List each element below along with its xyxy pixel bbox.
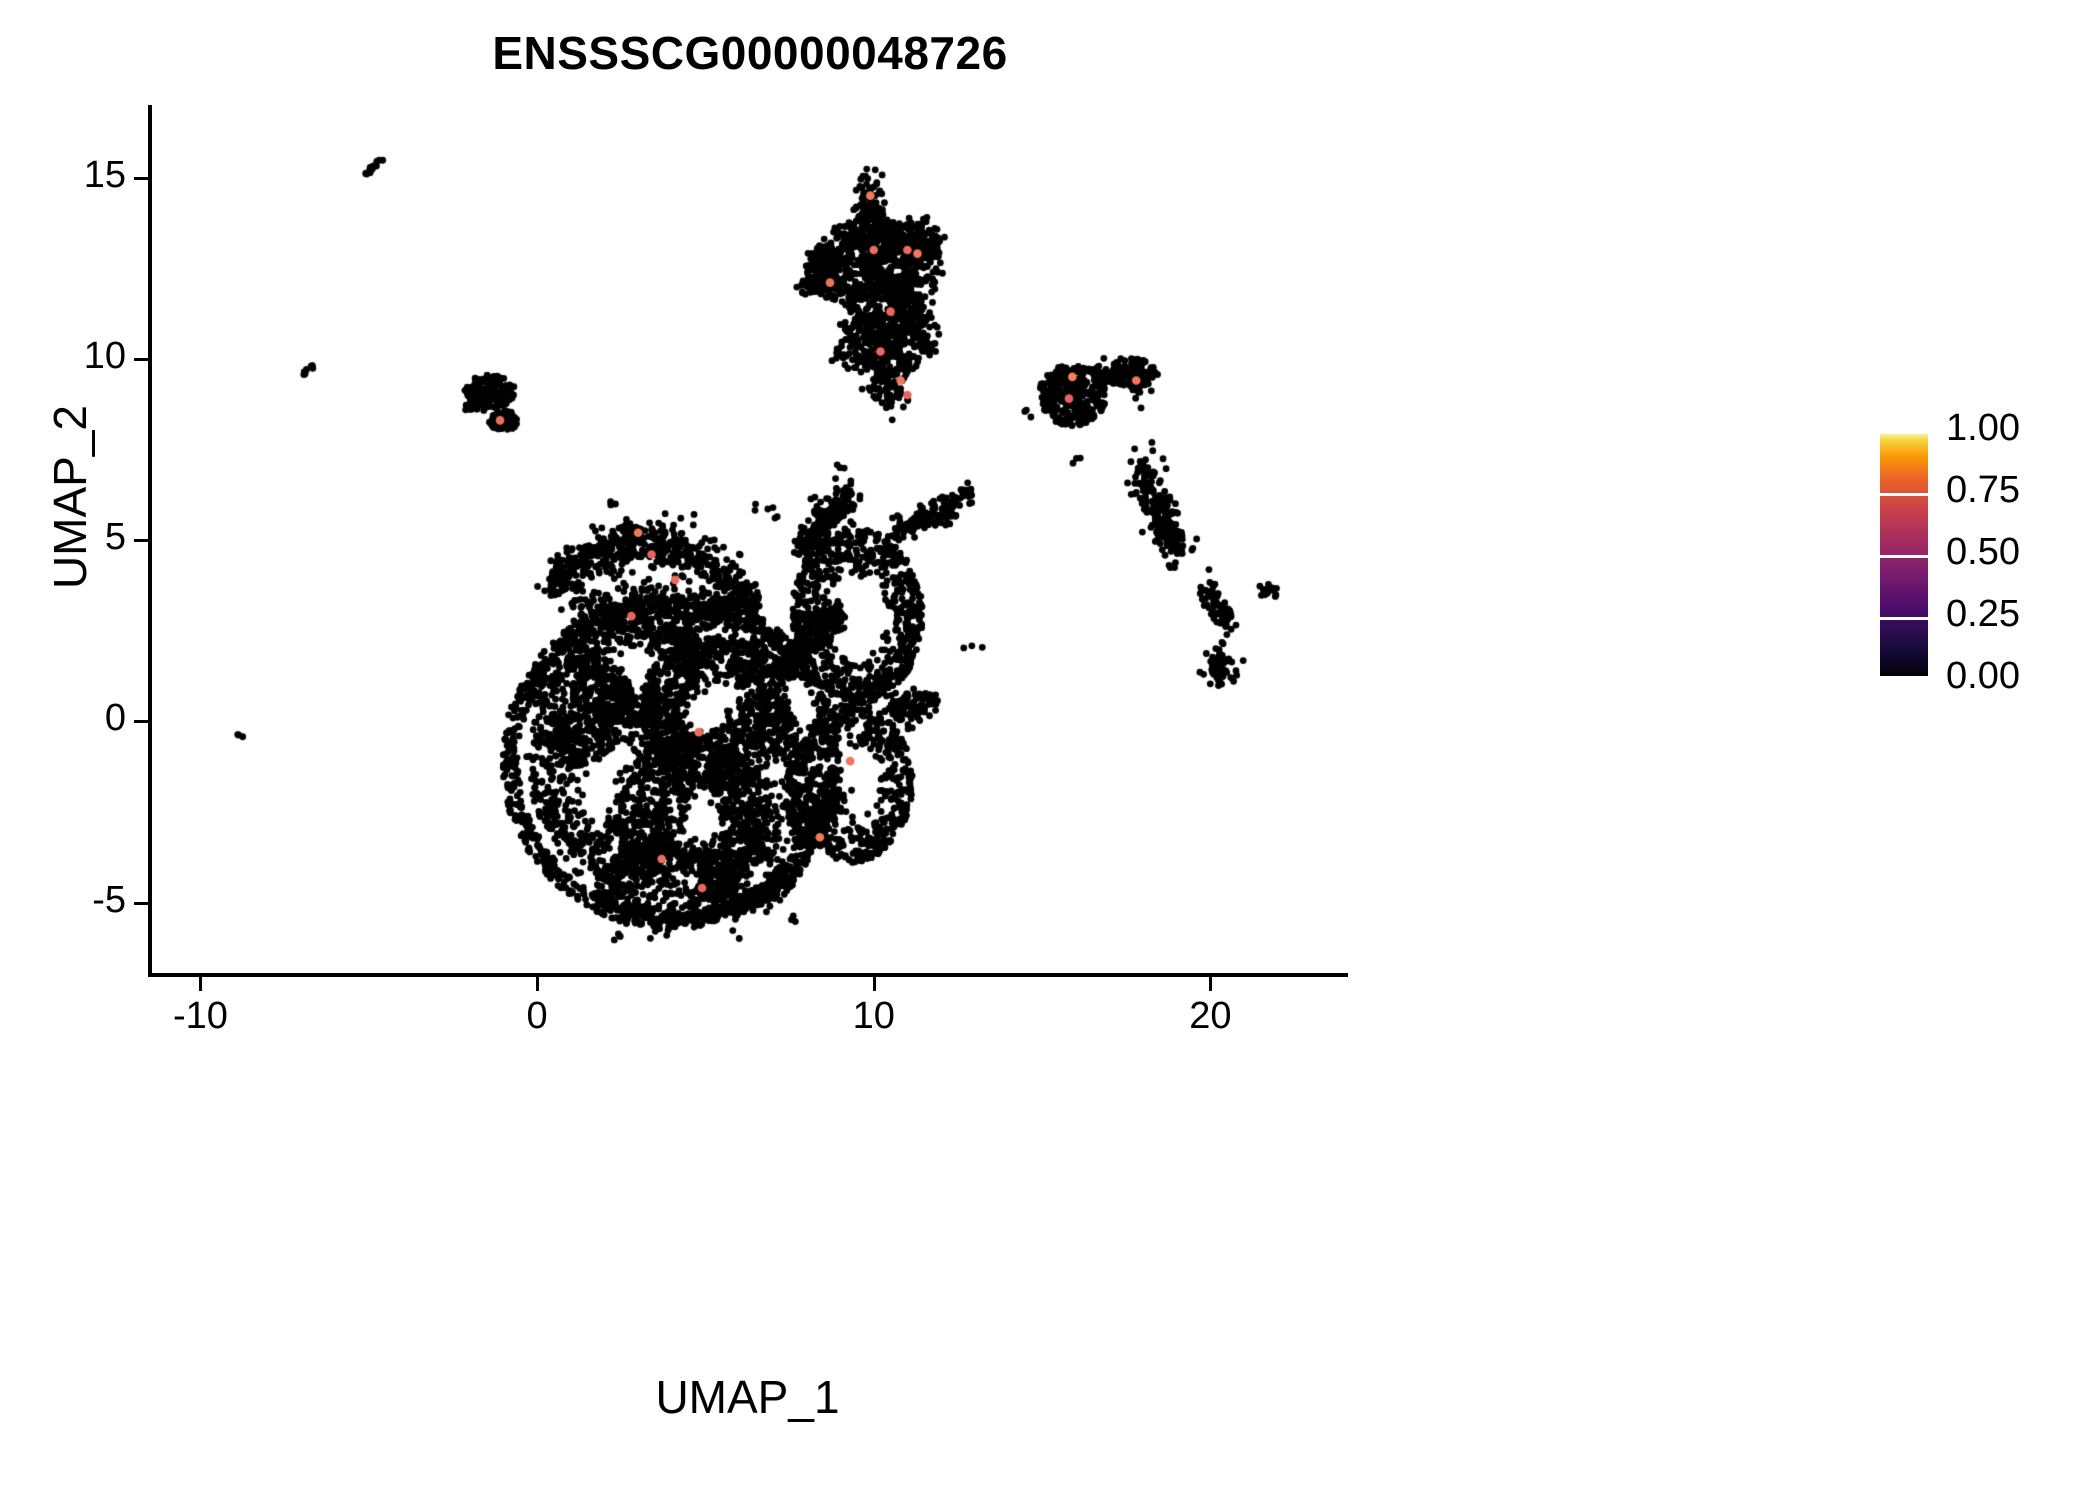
y-tick-label: 10 <box>83 334 126 377</box>
x-tick-label: 20 <box>1189 995 1232 1037</box>
y-axis-line <box>148 105 152 977</box>
colorbar-tick-mark <box>1880 676 1928 679</box>
x-tick-mark <box>872 977 876 991</box>
y-tick-mark <box>134 176 148 180</box>
colorbar-tick-label: 1.00 <box>1946 407 2020 449</box>
y-tick-label: 0 <box>104 697 126 740</box>
colorbar-tick-mark <box>1880 555 1928 558</box>
colorbar-tick-label: 0.25 <box>1946 593 2020 635</box>
scatter-canvas <box>150 105 1345 975</box>
page-title: ENSSSCG00000048726 <box>492 27 1008 79</box>
y-tick-mark <box>134 720 148 724</box>
colorbar-tick-label: 0.75 <box>1946 469 2020 511</box>
x-tick-mark <box>1209 977 1213 991</box>
color-legend: 1.00 0.75 0.50 0.25 0.00 <box>1880 407 2080 697</box>
colorbar-tick-mark <box>1880 493 1928 496</box>
y-tick-mark <box>134 539 148 542</box>
colorbar-tick-label: 0.00 <box>1946 655 2020 697</box>
x-tick-label: -10 <box>173 995 228 1037</box>
y-tick-label: 5 <box>104 516 126 558</box>
x-tick-mark <box>536 977 540 991</box>
x-axis-title: UMAP_1 <box>655 1371 840 1423</box>
x-tick-label: 0 <box>526 995 548 1037</box>
y-tick-mark <box>134 901 148 905</box>
colorbar-tick-label: 0.50 <box>1946 531 2020 573</box>
y-axis-title: UMAP_2 <box>44 404 96 590</box>
x-axis-line <box>148 973 1348 977</box>
colorbar-tick-mark <box>1880 431 1928 434</box>
y-tick-mark <box>134 357 148 361</box>
colorbar-tick-mark <box>1880 617 1928 620</box>
plot-panel <box>150 105 1345 975</box>
x-tick-label: 10 <box>852 995 895 1037</box>
y-tick-label: -5 <box>92 878 126 921</box>
x-tick-mark <box>199 977 203 991</box>
y-tick-label: 15 <box>83 153 126 196</box>
